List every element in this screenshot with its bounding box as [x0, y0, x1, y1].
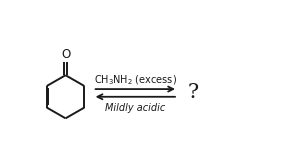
Text: Mildly acidic: Mildly acidic — [105, 103, 165, 113]
Text: CH$_3$NH$_2$ (excess): CH$_3$NH$_2$ (excess) — [94, 73, 177, 87]
Text: O: O — [61, 48, 70, 61]
Text: ?: ? — [188, 83, 199, 102]
